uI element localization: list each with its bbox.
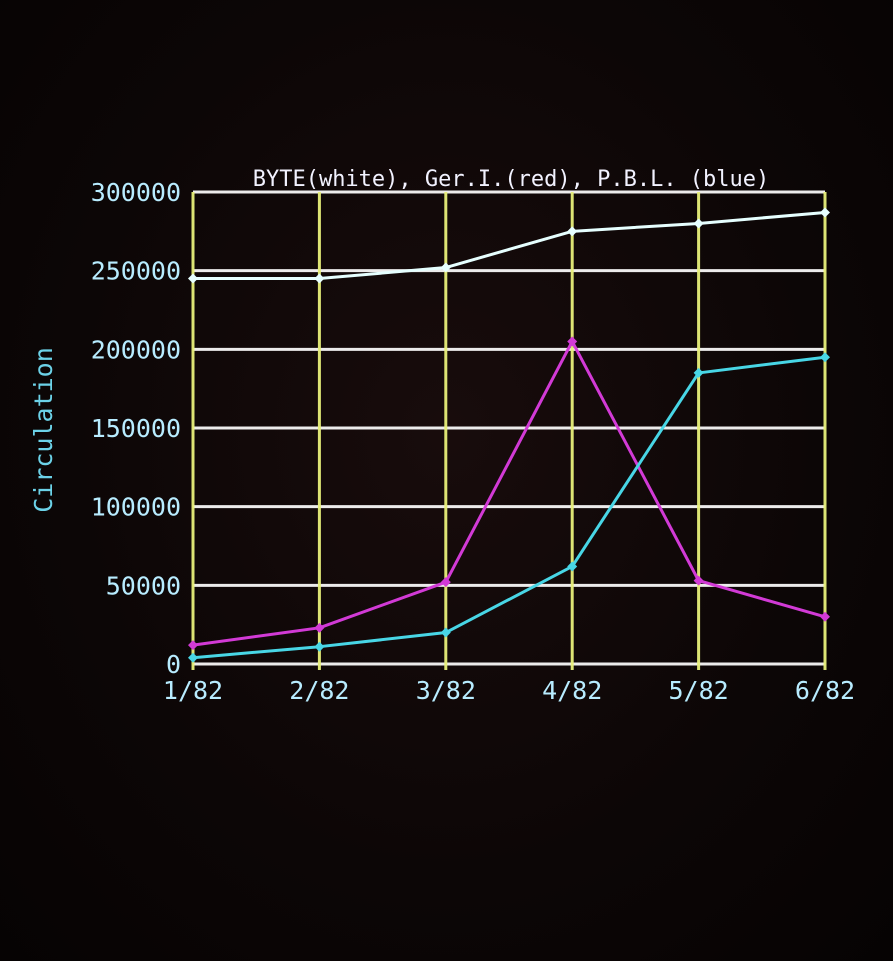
y-tick-label: 0 xyxy=(166,650,181,679)
y-tick-label: 300000 xyxy=(91,178,181,207)
data-point-byte xyxy=(314,273,325,284)
x-tick-label: 5/82 xyxy=(668,676,728,705)
data-point-byte xyxy=(693,218,704,229)
x-tick-label: 4/82 xyxy=(542,676,602,705)
data-point-ger-i xyxy=(820,611,830,622)
y-tick-label: 250000 xyxy=(91,257,181,286)
chart-labels: BYTE(white), Ger.I.(red), P.B.L. (blue) … xyxy=(29,167,855,705)
y-axis-label: Circulation xyxy=(29,347,58,513)
data-point-byte xyxy=(820,207,830,218)
x-tick-label: 1/82 xyxy=(163,676,223,705)
y-tick-label: 150000 xyxy=(91,414,181,443)
data-point-p-b-l xyxy=(567,561,578,572)
data-point-byte xyxy=(440,262,451,273)
data-point-ger-i xyxy=(693,575,704,586)
data-point-p-b-l xyxy=(693,367,704,378)
x-tick-label: 6/82 xyxy=(795,676,855,705)
data-point-ger-i xyxy=(314,622,325,633)
y-tick-label: 50000 xyxy=(106,571,181,600)
data-point-p-b-l xyxy=(440,627,451,638)
chart-title: BYTE(white), Ger.I.(red), P.B.L. (blue) xyxy=(253,167,770,192)
grid xyxy=(191,190,827,670)
x-tick-label: 2/82 xyxy=(289,676,349,705)
data-point-byte xyxy=(567,226,578,237)
series-line-byte xyxy=(193,210,826,281)
data-point-p-b-l xyxy=(188,652,198,663)
series-line-p-b-l xyxy=(192,355,826,660)
data-point-p-b-l xyxy=(314,641,325,652)
y-tick-label: 200000 xyxy=(91,335,181,364)
y-tick-label: 100000 xyxy=(91,493,181,522)
series-lines xyxy=(188,207,830,663)
data-point-byte xyxy=(188,273,198,284)
data-point-ger-i xyxy=(188,640,198,651)
data-point-ger-i xyxy=(440,577,451,588)
data-point-ger-i xyxy=(567,336,578,347)
data-point-p-b-l xyxy=(820,352,830,363)
series-line-ger-i xyxy=(192,339,826,647)
x-tick-label: 3/82 xyxy=(416,676,476,705)
